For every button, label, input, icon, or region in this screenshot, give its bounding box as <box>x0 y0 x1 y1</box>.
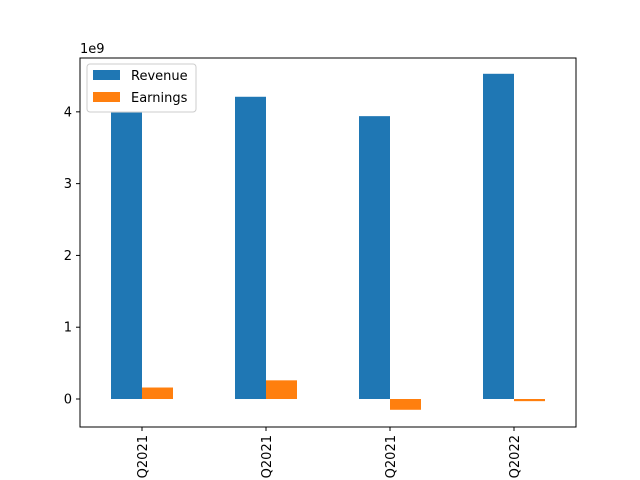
legend-swatch-earnings <box>93 92 120 102</box>
bar-revenue-1 <box>235 96 266 400</box>
x-tick-label-3: Q2022 <box>508 435 523 478</box>
x-tick-label-0: Q2021 <box>136 435 151 478</box>
plot-frame <box>79 57 577 428</box>
y-tick-label-2: 2 <box>64 249 72 264</box>
bar-revenue-0 <box>111 112 142 399</box>
legend: Revenue Earnings <box>86 63 197 113</box>
x-tick-label-1: Q2021 <box>260 435 275 478</box>
y-tick-label-1: 1 <box>64 321 72 336</box>
y-tick-label-4: 4 <box>64 105 72 120</box>
bar-earnings-1 <box>266 380 297 400</box>
y-axis-offset-label: 1e9 <box>80 42 105 57</box>
bars-group <box>111 73 545 410</box>
y-tick-label-3: 3 <box>64 177 72 192</box>
bar-earnings-0 <box>142 387 173 400</box>
x-axis: Q2021 Q2021 Q2021 Q2022 <box>136 427 523 478</box>
bar-earnings-2 <box>390 399 421 410</box>
x-tick-label-2: Q2021 <box>384 435 399 478</box>
bar-revenue-3 <box>483 73 514 399</box>
y-axis: 0 1 2 3 4 <box>64 105 80 408</box>
bar-earnings-3 <box>514 399 545 402</box>
legend-swatch-revenue <box>93 70 120 80</box>
bar-revenue-2 <box>359 116 390 400</box>
legend-label-revenue: Revenue <box>131 69 188 84</box>
y-tick-label-0: 0 <box>64 393 72 408</box>
legend-label-earnings: Earnings <box>131 91 188 106</box>
